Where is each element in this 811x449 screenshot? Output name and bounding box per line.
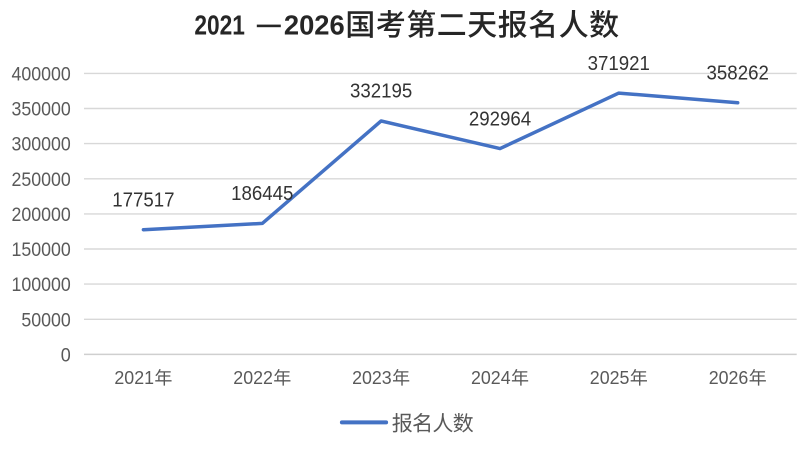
svg-text:2025: 2025 <box>590 368 630 388</box>
svg-text:177517: 177517 <box>112 189 174 211</box>
svg-text:2026: 2026 <box>709 368 749 388</box>
svg-text:371921: 371921 <box>588 53 650 75</box>
svg-text:186445: 186445 <box>231 183 293 205</box>
svg-text:300000: 300000 <box>12 134 71 156</box>
svg-text:332195: 332195 <box>350 81 412 103</box>
svg-text:2021: 2021 <box>114 368 154 388</box>
svg-text:350000: 350000 <box>12 99 71 121</box>
svg-text:292964: 292964 <box>469 108 531 130</box>
svg-text:400000: 400000 <box>12 64 71 86</box>
svg-text:2026: 2026 <box>284 10 345 41</box>
svg-text:250000: 250000 <box>12 169 71 191</box>
svg-text:200000: 200000 <box>12 204 71 226</box>
svg-text:150000: 150000 <box>12 239 71 261</box>
svg-text:2024: 2024 <box>471 368 511 388</box>
svg-text:2023: 2023 <box>352 368 392 388</box>
svg-text:100000: 100000 <box>12 274 71 296</box>
svg-text:2022: 2022 <box>233 368 273 388</box>
svg-text:2021: 2021 <box>194 10 245 41</box>
svg-text:358262: 358262 <box>707 62 769 84</box>
svg-text:50000: 50000 <box>21 309 70 331</box>
svg-text:0: 0 <box>61 345 71 367</box>
